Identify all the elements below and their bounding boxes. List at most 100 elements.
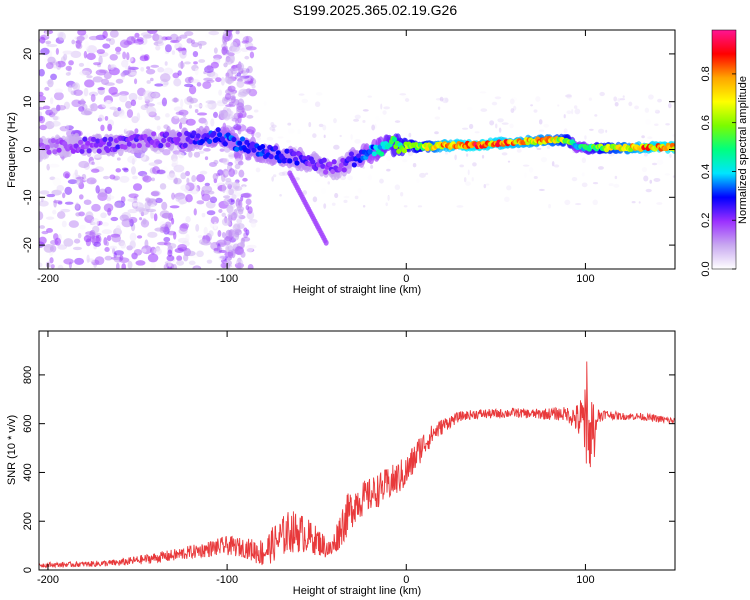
noise-blob [109,106,118,110]
noise-blob [128,66,139,71]
noise-blob [584,135,587,140]
noise-blob [408,132,412,138]
noise-blob [489,120,495,126]
noise-blob [139,55,149,62]
noise-blob [254,131,262,138]
noise-blob [223,62,228,68]
noise-blob [444,151,449,155]
noise-blob [193,61,198,65]
noise-blob [52,115,60,121]
noise-blob [621,131,626,134]
noise-blob [491,101,498,106]
noise-blob [203,226,208,236]
noise-blob [669,153,672,158]
noise-blob [171,217,175,225]
noise-blob [474,131,480,134]
noise-blob [509,98,515,105]
noise-blob [314,178,320,183]
noise-blob [566,93,573,99]
noise-blob [224,170,229,176]
noise-blob [480,107,487,112]
noise-blob [80,110,92,116]
noise-blob [159,73,171,83]
noise-blob [178,152,185,159]
noise-blob [287,128,295,134]
noise-blob [166,254,175,262]
top-x-axis-label: Height of straight line (km) [293,284,421,296]
noise-blob [83,199,92,205]
noise-blob [184,61,191,65]
noise-blob [108,64,115,70]
ridge-core [191,130,197,136]
noise-blob [115,51,121,55]
noise-blob [230,95,236,101]
noise-blob [193,208,197,216]
noise-blob [172,263,178,269]
noise-blob [483,184,487,189]
noise-blob [243,104,253,111]
ridge-core [126,141,132,147]
ridge-core [291,151,297,157]
noise-blob [143,90,154,100]
noise-blob [39,200,49,207]
ridge-core [70,148,76,154]
noise-blob [154,35,164,45]
noise-blob [51,120,61,127]
noise-blob [444,97,449,103]
noise-blob [617,98,621,102]
noise-blob [557,104,560,107]
noise-blob [141,98,146,106]
ridge-core [122,144,128,150]
noise-blob [91,203,101,212]
noise-blob [54,88,64,94]
noise-blob [89,104,95,109]
ridge-core [77,139,84,145]
noise-blob [90,168,100,173]
noise-blob [39,211,44,221]
bottom-x-tick-label: -200 [37,574,59,586]
noise-blob [70,50,82,59]
top-y-tick-label: 20 [22,48,34,60]
noise-blob [129,232,137,242]
noise-blob [471,177,474,182]
ridge-core [348,151,355,157]
noise-blob [266,136,274,141]
noise-blob [128,193,139,199]
noise-blob [40,47,50,56]
noise-blob [151,177,155,182]
noise-blob [102,43,111,49]
noise-blob [312,196,318,203]
noise-blob [339,134,342,138]
noise-blob [204,33,211,38]
ridge-core [331,159,337,165]
noise-blob [95,185,100,194]
noise-blob [79,224,86,230]
noise-blob [634,105,639,110]
noise-blob [192,50,199,58]
noise-blob [83,87,89,97]
noise-blob [175,111,184,116]
noise-blob [47,78,54,88]
noise-blob [383,106,390,110]
noise-blob [91,161,95,165]
noise-blob [522,164,530,167]
noise-blob [61,120,73,126]
noise-blob [127,260,133,269]
noise-blob [189,97,198,104]
noise-blob [167,242,177,249]
noise-blob [119,175,130,183]
noise-blob [185,250,196,257]
noise-blob [213,159,219,165]
noise-blob [140,104,148,111]
ridge-core [396,148,402,154]
noise-blob [163,81,169,86]
noise-blob [240,251,246,258]
noise-blob [102,175,110,180]
noise-blob [543,123,550,128]
noise-blob [354,195,359,200]
noise-blob [212,173,219,181]
noise-blob [176,255,183,262]
noise-blob [58,31,66,41]
noise-blob [151,92,159,98]
